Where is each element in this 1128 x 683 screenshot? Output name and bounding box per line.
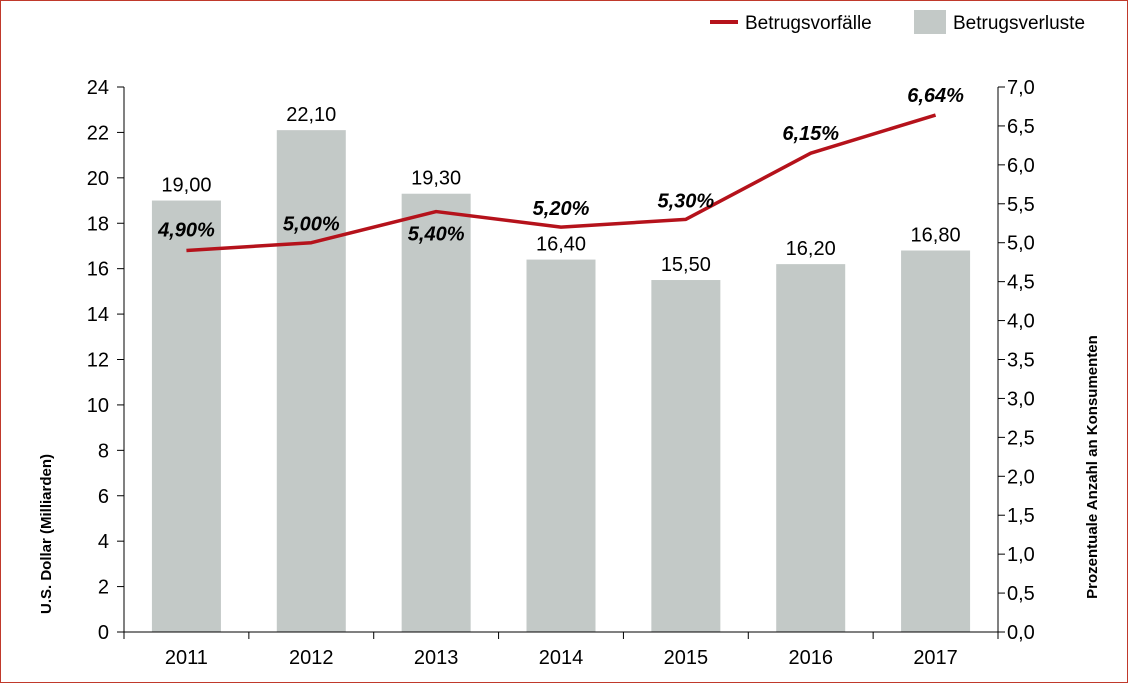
bar-series xyxy=(151,130,971,633)
x-tick-label: 2014 xyxy=(539,647,584,669)
x-tick-label: 2013 xyxy=(414,647,459,669)
legend-label-line: Betrugsvorfälle xyxy=(745,13,872,34)
left-tick-label: 24 xyxy=(87,77,109,99)
left-tick-label: 4 xyxy=(98,531,109,553)
bar-2013 xyxy=(401,193,471,632)
right-tick-label: 0,0 xyxy=(1007,622,1035,644)
x-tick-label: 2016 xyxy=(788,647,833,669)
x-tick-label: 2015 xyxy=(664,647,709,669)
bar-2017 xyxy=(901,250,971,632)
legend-label-bar: Betrugsverluste xyxy=(953,13,1085,34)
bar-data-label: 19,30 xyxy=(411,168,461,190)
right-tick-label: 2,5 xyxy=(1007,427,1035,449)
bar-2012 xyxy=(276,130,346,633)
line-betrugsvorfaelle xyxy=(186,113,937,253)
left-tick-label: 18 xyxy=(87,213,109,235)
left-tick-label: 6 xyxy=(98,486,109,508)
right-y-axis: 0,0 0,5 1,0 1,5 2,0 2,5 3,0 3,5 4,0 4,5 5,0 5,5 6,0 6… xyxy=(997,77,1035,644)
bar-data-label: 16,40 xyxy=(536,234,586,256)
right-tick-label: 0,5 xyxy=(1007,583,1035,605)
bar-data-label: 16,80 xyxy=(911,225,961,247)
x-tick-label: 2017 xyxy=(913,647,958,669)
left-tick-label: 16 xyxy=(87,259,109,281)
bar-data-label: 15,50 xyxy=(661,254,711,276)
left-tick-label: 10 xyxy=(87,395,109,417)
line-data-label: 6,15% xyxy=(782,123,839,145)
right-tick-label: 5,5 xyxy=(1007,194,1035,216)
line-data-label: 5,40% xyxy=(408,224,465,246)
left-tick-label: 8 xyxy=(98,440,109,462)
y-axis-title: U.S. Dollar (Milliarden) xyxy=(38,454,55,614)
right-tick-label: 1,5 xyxy=(1007,505,1035,527)
right-tick-label: 1,0 xyxy=(1007,544,1035,566)
left-tick-label: 0 xyxy=(98,622,109,644)
right-tick-label: 3,0 xyxy=(1007,388,1035,410)
x-tick-label: 2011 xyxy=(165,647,208,669)
right-tick-label: 2,0 xyxy=(1007,466,1035,488)
line-data-label: 5,00% xyxy=(283,214,340,236)
bar-2011 xyxy=(151,200,221,632)
line-data-label: 5,30% xyxy=(657,190,714,212)
x-tick-label: 2012 xyxy=(289,647,334,669)
right-tick-label: 3,5 xyxy=(1007,350,1035,372)
y2-axis-title: Prozentuale Anzahl an Konsumenten xyxy=(1084,335,1101,599)
bar-data-labels: 19,00 22,10 19,30 16,40 15,50 16,20 16,80 xyxy=(161,104,960,276)
right-tick-label: 6,5 xyxy=(1007,116,1035,138)
bar-2016 xyxy=(776,264,846,632)
right-tick-label: 5,0 xyxy=(1007,233,1035,255)
legend: Betrugsvorfälle Betrugsverluste xyxy=(710,10,1085,34)
left-tick-label: 22 xyxy=(87,122,109,144)
bar-data-label: 22,10 xyxy=(286,104,336,126)
line-data-labels: 4,90% 5,00% 5,40% 5,20% 5,30% 6,15% 6,64% xyxy=(157,85,964,246)
line-data-label: 6,64% xyxy=(907,85,964,107)
bar-data-label: 16,20 xyxy=(786,238,836,260)
left-tick-label: 20 xyxy=(87,168,109,190)
right-tick-label: 4,0 xyxy=(1007,311,1035,333)
left-tick-label: 12 xyxy=(87,350,109,372)
legend-bar-swatch xyxy=(914,10,946,34)
right-tick-label: 6,0 xyxy=(1007,155,1035,177)
line-series xyxy=(186,113,937,253)
bar-2015 xyxy=(651,280,721,632)
left-tick-label: 14 xyxy=(87,304,109,326)
line-data-label: 4,90% xyxy=(157,220,215,242)
right-tick-label: 4,5 xyxy=(1007,272,1035,294)
x-axis: 2011 2012 2013 2014 2015 2016 2017 xyxy=(123,631,999,669)
bar-2014 xyxy=(526,259,596,632)
right-tick-label: 7,0 xyxy=(1007,77,1035,99)
bar-data-label: 19,00 xyxy=(161,175,211,197)
line-data-label: 5,20% xyxy=(533,198,590,220)
left-tick-label: 2 xyxy=(98,577,109,599)
